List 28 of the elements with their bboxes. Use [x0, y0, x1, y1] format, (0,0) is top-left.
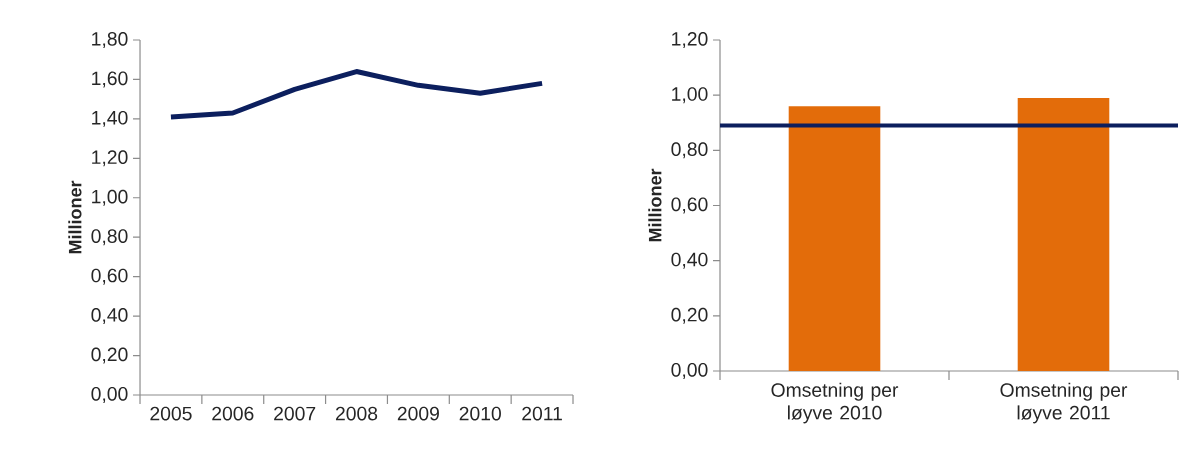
x-tick-label: 2011 [522, 406, 562, 421]
y-tick-label: 1,80 [92, 32, 128, 48]
y-tick-label: 0,40 [671, 252, 708, 269]
y-tick-label: 0,00 [671, 362, 708, 379]
y-tick-label: 0,20 [91, 347, 128, 364]
x-tick-label: Omsetning per løyve 2010 [771, 382, 899, 424]
y-tick-label: 1,60 [92, 71, 128, 88]
y-tick-label: 0,40 [91, 308, 128, 325]
x-tick-label: 2006 [212, 406, 254, 421]
x-tick-label: 2009 [397, 406, 439, 421]
y-tick-label: 1,20 [672, 32, 708, 48]
y-tick-label: 0,60 [671, 197, 708, 214]
y-tick-label: 1,00 [92, 189, 128, 206]
y-tick-label: 1,00 [672, 87, 708, 104]
x-tick-label: 2008 [335, 406, 378, 421]
y-axis-title: Millioner [648, 168, 662, 242]
x-tick-label: Omsetning per løyve 2011 [1000, 382, 1128, 424]
x-tick-label: 2005 [150, 406, 192, 421]
x-tick-label: 2010 [459, 406, 501, 421]
y-tick-label: 1,40 [92, 110, 128, 127]
y-tick-label: 0,80 [671, 142, 708, 159]
y-tick-label: 1,20 [92, 150, 128, 167]
y-tick-label: 0,80 [91, 229, 128, 246]
y-tick-label: 0,60 [91, 268, 128, 285]
y-axis-title: Millioner [68, 180, 82, 254]
y-tick-label: 0,00 [91, 386, 128, 403]
y-tick-label: 0,20 [671, 307, 708, 324]
x-tick-label: 2007 [274, 406, 316, 421]
